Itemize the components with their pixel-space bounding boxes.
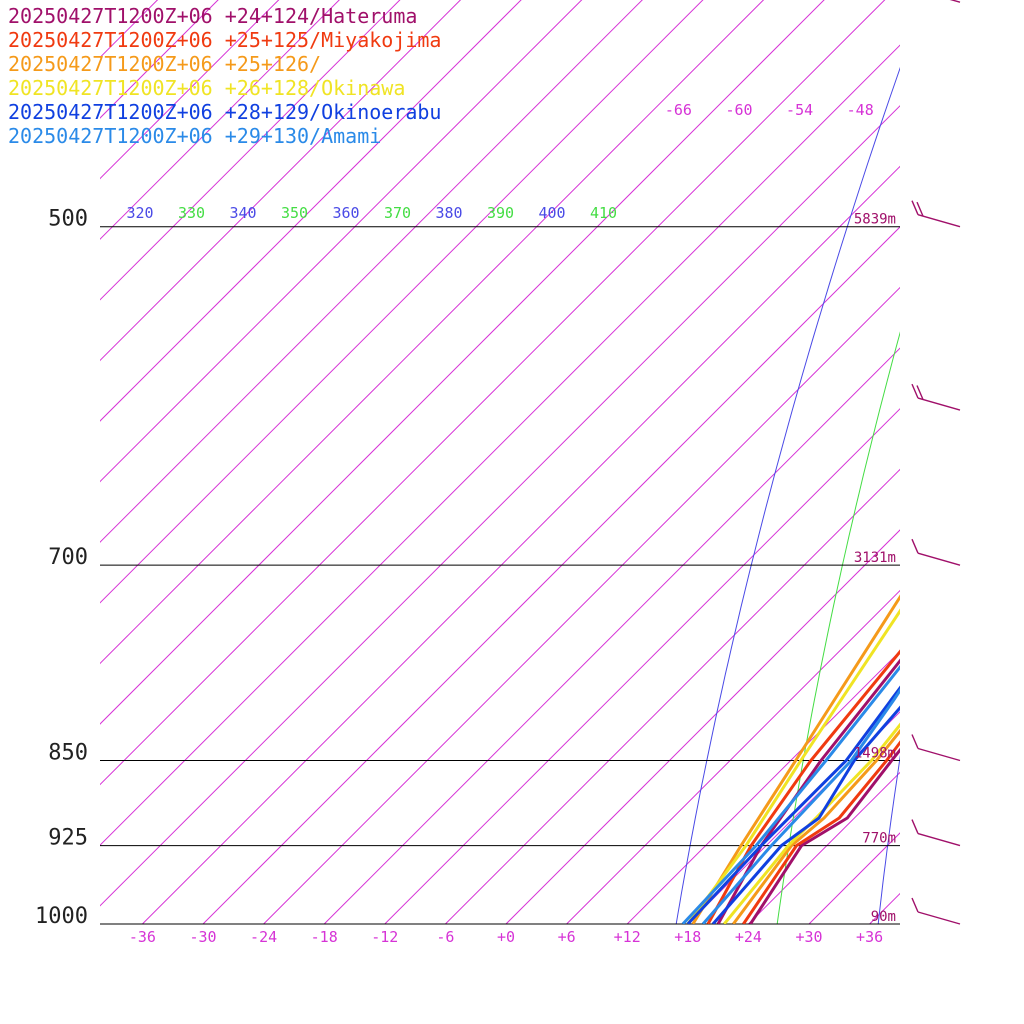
isentrope-label: 340 [229, 204, 256, 222]
x-tick-label: -18 [311, 928, 338, 946]
x-tick-label: -6 [436, 928, 454, 946]
isotherm-line [100, 44, 900, 846]
isentrope-label: 370 [384, 204, 411, 222]
isentrope-label: 400 [538, 204, 565, 222]
pressure-label: 700 [48, 545, 88, 570]
wind-barb [911, 383, 961, 411]
dewpoint-line [681, 664, 900, 924]
height-label: 1498m [854, 746, 896, 762]
temperature-line [723, 722, 900, 924]
height-label: 90m [871, 909, 896, 925]
legend-entry: 20250427T1200Z+06 +25+126/ [8, 52, 321, 76]
wind-barb [911, 538, 961, 566]
isentrope-label: 390 [487, 204, 514, 222]
dewpoint-line [686, 608, 900, 924]
sounding-profiles [681, 594, 900, 924]
legend-entry: 20250427T1200Z+06 +24+124/Hateruma [8, 4, 417, 28]
isotherm-line [202, 226, 900, 924]
temperature-line [732, 728, 900, 924]
legend-entry: 20250427T1200Z+06 +25+125/Miyakojima [8, 28, 441, 52]
isentrope-label: 320 [126, 204, 153, 222]
temperature-line [701, 687, 900, 924]
isotherm-line [100, 0, 825, 725]
legend-entry: 20250427T1200Z+06 +26+128/Okinawa [8, 76, 405, 100]
isotherm-label: -54 [786, 101, 813, 119]
isentrope-label: 410 [590, 204, 617, 222]
isotherm-line [100, 0, 583, 483]
isotherm-line [100, 0, 643, 543]
isotherm-line [100, 0, 765, 665]
wind-barb [911, 734, 961, 762]
legend: 20250427T1200Z+06 +24+124/Hateruma202504… [8, 4, 441, 148]
x-tick-label: -36 [129, 928, 156, 946]
x-tick-label: +30 [795, 928, 822, 946]
wind-barb [911, 819, 961, 847]
dewpoint-line [691, 594, 900, 924]
dry-adiabat-line [877, 754, 900, 924]
x-tick-label: +12 [614, 928, 641, 946]
x-tick-label: -12 [371, 928, 398, 946]
x-tick-label: +24 [735, 928, 762, 946]
isotherm-line [100, 105, 900, 907]
pressure-lines [100, 226, 900, 925]
temperature-line [742, 740, 900, 924]
pressure-label: 925 [48, 826, 88, 851]
axis-labels: 10016582m15014200m20012402m25010923m3009… [35, 101, 896, 946]
isotherm-line [323, 347, 900, 924]
isotherm-line [100, 0, 704, 604]
isotherm-grid [100, 0, 900, 924]
isotherm-label: -66 [665, 101, 692, 119]
x-tick-label: +18 [674, 928, 701, 946]
isentrope-label: 350 [281, 204, 308, 222]
isotherm-label: -60 [725, 101, 752, 119]
pressure-label: 850 [48, 741, 88, 766]
dewpoint-line [686, 685, 900, 924]
dry-adiabat-line [675, 66, 900, 924]
wind-barb [911, 200, 961, 228]
temperature-line [711, 705, 900, 924]
height-label: 5839m [854, 212, 896, 228]
x-tick-label: +6 [558, 928, 576, 946]
height-label: 3131m [854, 550, 896, 566]
legend-entry: 20250427T1200Z+06 +29+130/Amami [8, 124, 381, 148]
legend-entry: 20250427T1200Z+06 +28+129/Okinoerabu [8, 100, 441, 124]
wind-barb [949, 0, 961, 3]
height-label: 770m [862, 831, 896, 847]
temperature-line [749, 747, 900, 924]
isotherm-line [384, 408, 900, 924]
wind-barbs [911, 0, 961, 925]
isotherm-line [142, 165, 900, 924]
x-tick-label: -24 [250, 928, 277, 946]
x-tick-label: -30 [189, 928, 216, 946]
isotherm-line [263, 286, 900, 924]
isentrope-label: 360 [332, 204, 359, 222]
pressure-label: 500 [48, 207, 88, 232]
isotherm-label: -48 [847, 101, 874, 119]
x-tick-label: +0 [497, 928, 515, 946]
pressure-label: 1000 [35, 904, 88, 929]
isentrope-label: 330 [178, 204, 205, 222]
dewpoint-line [706, 649, 900, 924]
x-tick-label: +36 [856, 928, 883, 946]
wind-barb [911, 897, 961, 925]
isotherm-line [100, 0, 886, 786]
isentrope-label: 380 [435, 204, 462, 222]
